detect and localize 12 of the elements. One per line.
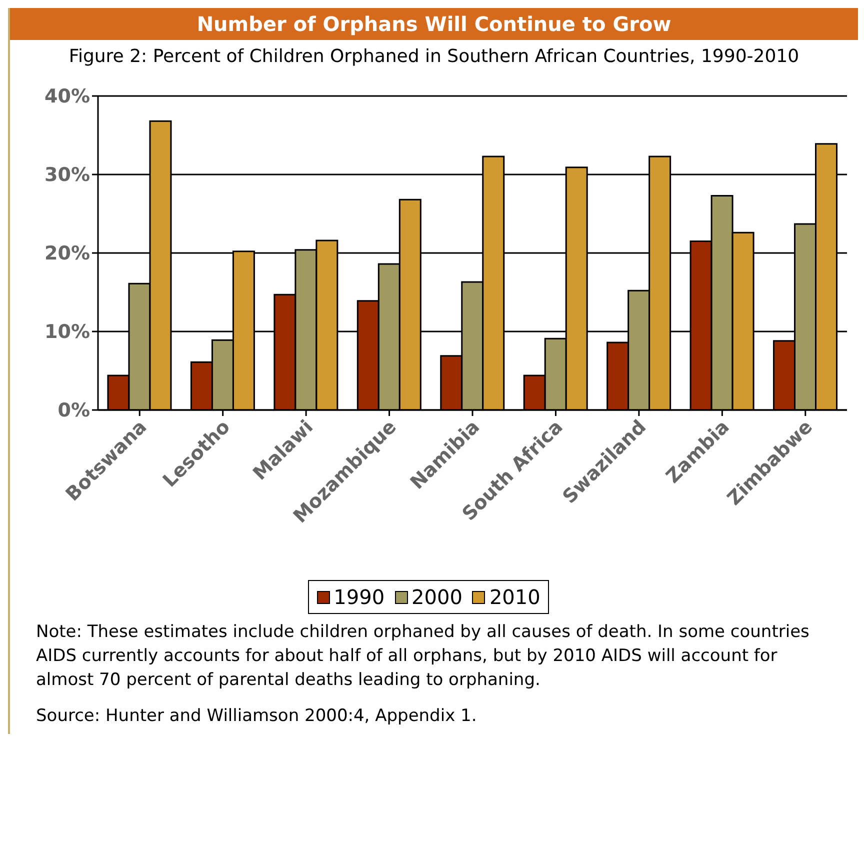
y-tick-label: 0% — [58, 400, 90, 422]
text: Note: These estimates include children orphaned by all causes of death. In some countries AIDS currently accounts for about half of all orphans, but by 2010 AIDS will account for almost 70 percent of parental deaths leading to orphaning. — [35, 621, 810, 692]
legend-label: 2000 — [410, 585, 462, 609]
chart-title: Number of Orphans Will Continue to Grow — [10, 8, 858, 40]
y-tick-label: 20% — [44, 242, 90, 265]
y-tick-label: 30% — [44, 164, 90, 186]
chart-subtitle: Figure 2: Percent of Children Orphaned in Southern African Countries, 1990-2010 — [68, 45, 800, 69]
source-note: Source: Hunter and Williamson 2000:4, Appendix 1. — [35, 705, 478, 728]
legend-label: 2010 — [488, 585, 540, 609]
y-tick-label: 10% — [44, 321, 90, 344]
legend-label: 1990 — [332, 585, 385, 609]
y-tick-label: 40% — [44, 86, 90, 108]
